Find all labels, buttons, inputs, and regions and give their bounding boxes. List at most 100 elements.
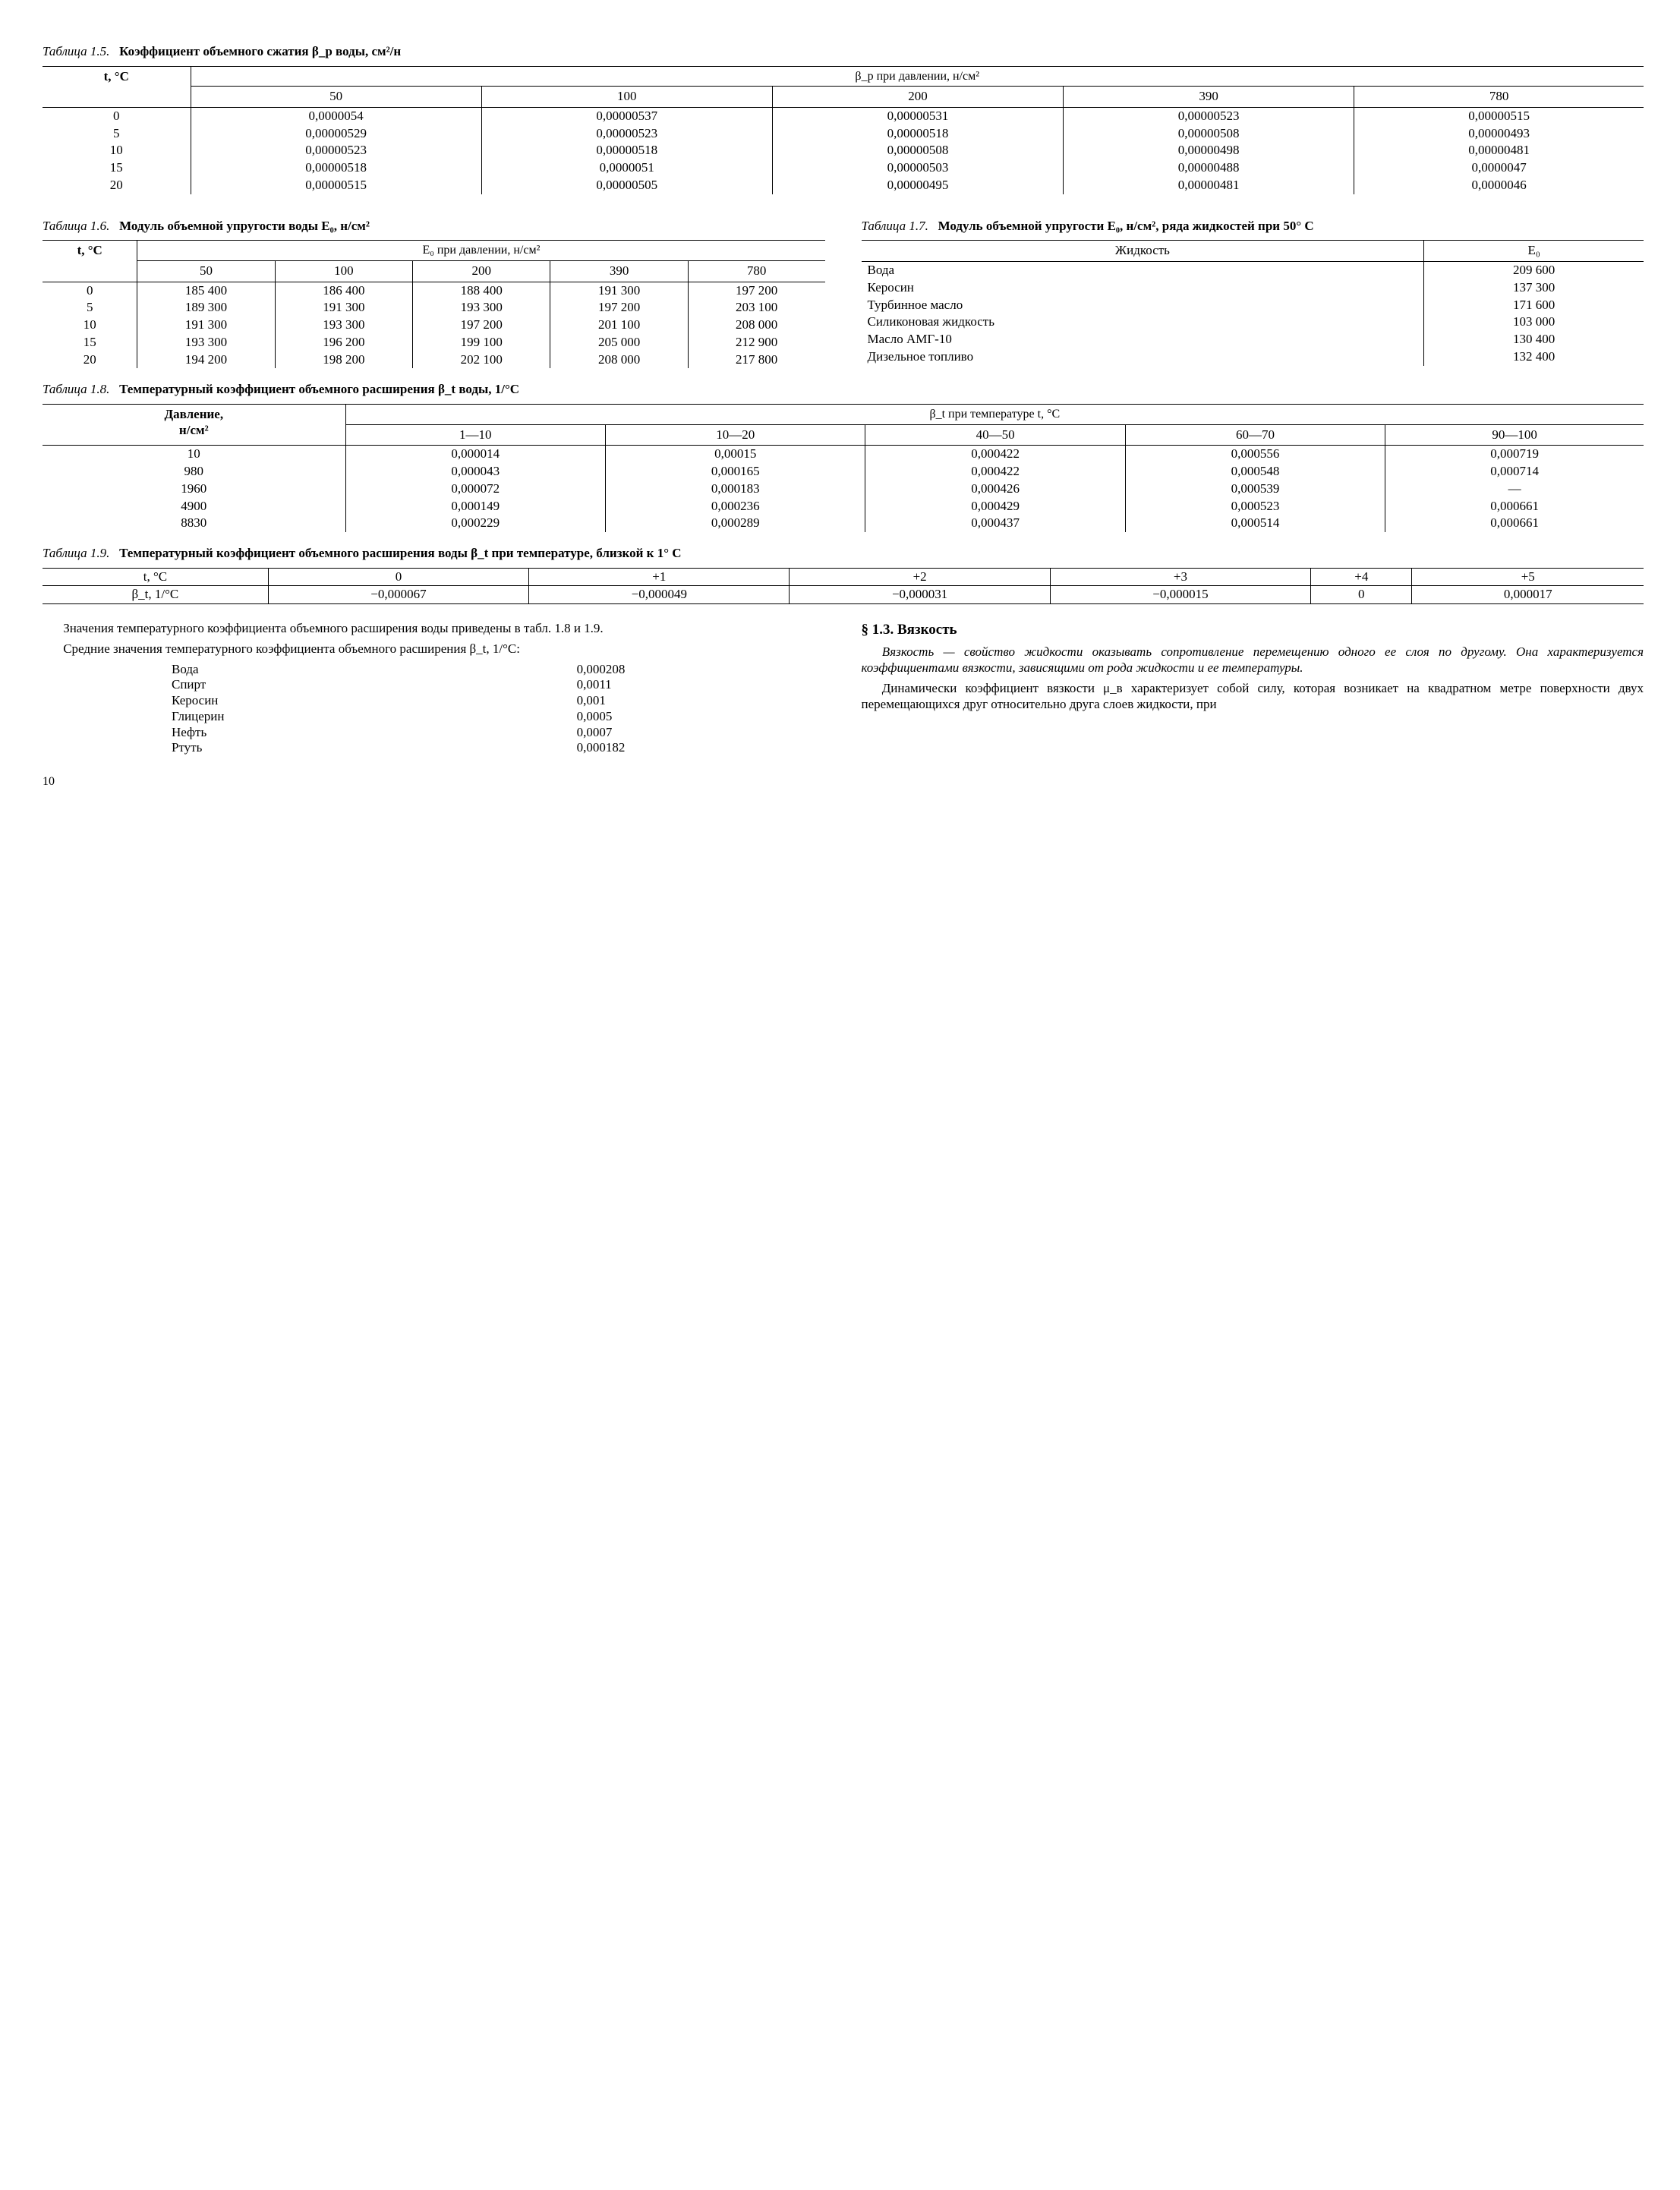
caption-title: Коэффициент объемного сжатия β_p воды, с… (119, 44, 401, 58)
cell: 199 100 (413, 334, 550, 351)
caption-label: Таблица 1.5. (43, 44, 109, 58)
cell: +2 (790, 568, 1050, 586)
col-header: 40—50 (865, 424, 1125, 446)
table-row: 10191 300193 300197 200201 100208 000 (43, 317, 825, 334)
table-row: Глицерин0,0005 (172, 709, 954, 725)
col-header: 100 (481, 87, 772, 108)
cell: 185 400 (137, 282, 275, 299)
cell: 0,00000495 (772, 177, 1063, 194)
table-row: Силиконовая жидкость103 000 (862, 314, 1644, 331)
table-row: Дизельное топливо132 400 (862, 348, 1644, 366)
table-row: 150,000005180,00000510,000005030,0000048… (43, 159, 1644, 177)
cell: 0,000183 (606, 481, 865, 498)
cell: 212 900 (688, 334, 824, 351)
caption-label: Таблица 1.7. (862, 219, 928, 233)
cell: 205 000 (550, 334, 688, 351)
col-header: 200 (772, 87, 1063, 108)
cell: 0,00000498 (1064, 142, 1354, 159)
table16-caption: Таблица 1.6. Модуль объемной упругости в… (43, 219, 825, 235)
cell: 202 100 (413, 351, 550, 369)
table-row: 200,000005150,000005050,000004950,000004… (43, 177, 1644, 194)
col-liquid: Жидкость (862, 241, 1424, 262)
table15: t, °C β_p при давлении, н/см² 5010020039… (43, 66, 1644, 194)
row-label: 10 (43, 317, 137, 334)
row-label: 980 (43, 463, 345, 481)
cell: Керосин (172, 693, 577, 709)
cell: 201 100 (550, 317, 688, 334)
row-label: 10 (43, 142, 191, 159)
table-row: 100,000005230,000005180,000005080,000004… (43, 142, 1644, 159)
cell: 0,000548 (1125, 463, 1385, 481)
liquid-name: Дизельное топливо (862, 348, 1424, 366)
cell: 197 200 (413, 317, 550, 334)
col-header: 780 (688, 260, 824, 282)
col-pressure: Давление, н/см² (43, 405, 345, 446)
row-label: 5 (43, 299, 137, 317)
cell: −0,000031 (790, 586, 1050, 604)
e0-value: 209 600 (1424, 262, 1644, 279)
e0-value: 171 600 (1424, 297, 1644, 314)
cell: 191 300 (275, 299, 412, 317)
table16: t, °C E₀ при давлении, н/см² 50100200390… (43, 240, 825, 368)
cell: 0,00000523 (481, 125, 772, 143)
col-header: 50 (191, 87, 481, 108)
table18-caption: Таблица 1.8. Температурный коэффициент о… (43, 382, 1644, 398)
cell: 0,000556 (1125, 446, 1385, 463)
table-row: 5189 300191 300193 300197 200203 100 (43, 299, 825, 317)
cell: Вода (172, 662, 577, 678)
table-row: 00,00000540,000005370,000005310,00000523… (43, 107, 1644, 124)
cell: 0,00000508 (1064, 125, 1354, 143)
liquid-name: Вода (862, 262, 1424, 279)
cell: 0,0000046 (1354, 177, 1644, 194)
cell: 0,00000515 (1354, 107, 1644, 124)
cell: 0,000714 (1385, 463, 1644, 481)
caption-title: Температурный коэффициент объемного расш… (119, 546, 681, 560)
section-heading: § 1.3. Вязкость (862, 621, 1644, 638)
cell: 0,000661 (1385, 515, 1644, 532)
col-header: 90—100 (1385, 424, 1644, 446)
col-header: 390 (550, 260, 688, 282)
cell: 0,000149 (345, 498, 605, 515)
left-column: Значения температурного коэффициента объ… (43, 621, 825, 756)
cell: 0,000043 (345, 463, 605, 481)
row-label: 20 (43, 177, 191, 194)
e0-value: 130 400 (1424, 331, 1644, 348)
cell: 0,00000481 (1354, 142, 1644, 159)
mini-table: Вода0,000208Спирт0,0011Керосин0,001Глице… (172, 662, 954, 756)
liquid-name: Масло АМГ-10 (862, 331, 1424, 348)
table-row: Турбинное масло171 600 (862, 297, 1644, 314)
col-header: 390 (1064, 87, 1354, 108)
cell: 0,000236 (606, 498, 865, 515)
col-header: 10—20 (606, 424, 865, 446)
row-label: 0 (43, 107, 191, 124)
para2: Средние значения температурного коэффици… (43, 641, 825, 657)
cell: 193 300 (413, 299, 550, 317)
cell: 0,000422 (865, 446, 1125, 463)
table-row: 50,000005290,000005230,000005180,0000050… (43, 125, 1644, 143)
table-row: 88300,0002290,0002890,0004370,0005140,00… (43, 515, 1644, 532)
table15-caption: Таблица 1.5. Коэффициент объемного сжати… (43, 44, 1644, 60)
table-row: Спирт0,0011 (172, 677, 954, 693)
caption-title: Модуль объемной упругости E₀, н/см², ряд… (938, 219, 1314, 233)
cell: 0,0007 (577, 725, 954, 741)
cell: 0,000429 (865, 498, 1125, 515)
para1: Значения температурного коэффициента объ… (43, 621, 825, 637)
table-row: 0185 400186 400188 400191 300197 200 (43, 282, 825, 299)
cell: 188 400 (413, 282, 550, 299)
cell: 198 200 (275, 351, 412, 369)
cell: Глицерин (172, 709, 577, 725)
cell: 191 300 (550, 282, 688, 299)
row-label: 15 (43, 159, 191, 177)
col-span: E₀ при давлении, н/см² (137, 241, 825, 261)
caption-label: Таблица 1.9. (43, 546, 109, 560)
table-row: β_t, 1/°С−0,000067−0,000049−0,000031−0,0… (43, 586, 1644, 604)
table-row: Нефть0,0007 (172, 725, 954, 741)
cell: 193 300 (275, 317, 412, 334)
col-temp: t, °C (43, 241, 137, 282)
cell: 196 200 (275, 334, 412, 351)
cell: 0,000017 (1412, 586, 1644, 604)
row-label: 15 (43, 334, 137, 351)
liquid-name: Турбинное масло (862, 297, 1424, 314)
cell: 0,0000047 (1354, 159, 1644, 177)
cell: 0,0000054 (191, 107, 481, 124)
